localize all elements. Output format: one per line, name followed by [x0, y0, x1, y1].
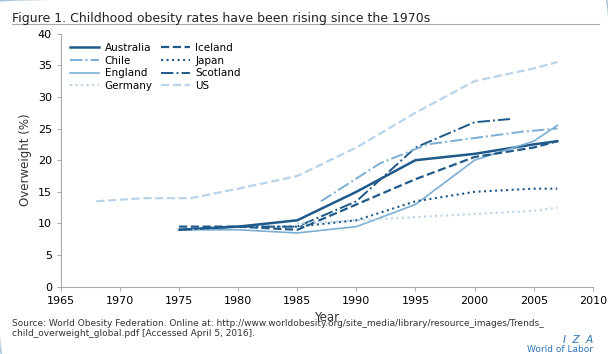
Text: I  Z  A: I Z A [562, 335, 593, 344]
Text: Source: World Obesity Federation. Online at: http://www.worldobesity.org/site_me: Source: World Obesity Federation. Online… [12, 319, 544, 338]
Y-axis label: Overweight (%): Overweight (%) [19, 114, 32, 206]
Legend: Australia, Chile, England, Germany, Iceland, Japan, Scotland, US: Australia, Chile, England, Germany, Icel… [66, 39, 245, 95]
X-axis label: Year: Year [314, 311, 339, 324]
Text: World of Labor: World of Labor [527, 345, 593, 354]
Text: Figure 1. Childhood obesity rates have been rising since the 1970s: Figure 1. Childhood obesity rates have b… [12, 12, 430, 25]
